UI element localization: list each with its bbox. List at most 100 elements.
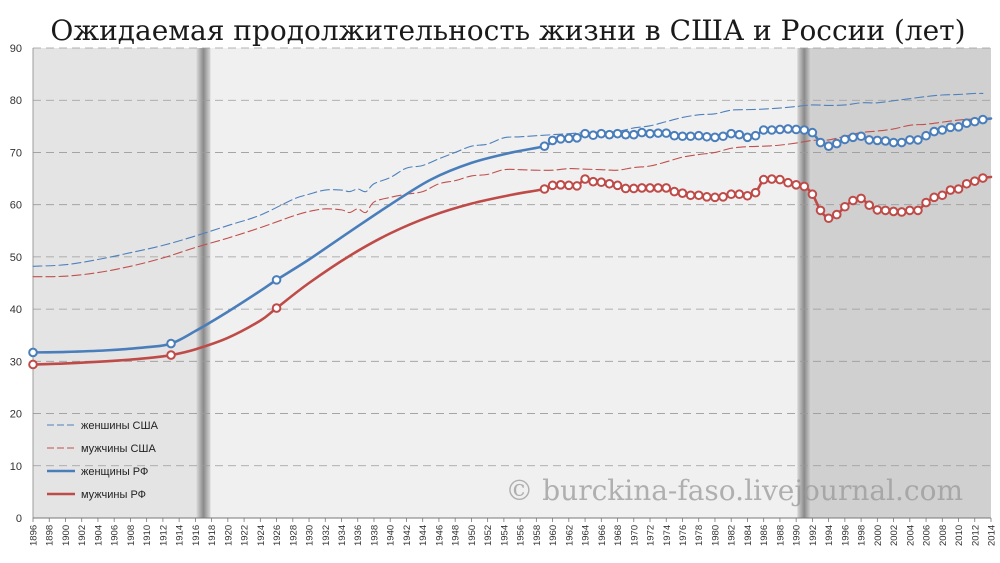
- series-2-point-1987: [766, 125, 777, 135]
- series-3-point-1989: [783, 177, 793, 188]
- series-2-point-2006: [921, 130, 931, 141]
- x-tick-label-1972: 1972: [646, 525, 657, 546]
- series-3-point-1991: [799, 181, 810, 192]
- series-2-point-2010: [953, 122, 964, 132]
- x-tick-label-1926: 1926: [272, 525, 283, 546]
- x-tick-label-2014: 2014: [987, 525, 998, 546]
- x-tick-label-2002: 2002: [889, 525, 900, 546]
- series-3-point-2006: [921, 197, 931, 208]
- x-tick-label-1998: 1998: [857, 525, 868, 546]
- series-2-point-1973: [653, 128, 663, 138]
- x-tick-label-1976: 1976: [678, 525, 689, 546]
- y-tick-label-80: 80: [10, 95, 22, 107]
- x-tick-label-1936: 1936: [353, 525, 364, 546]
- x-tick-label-1910: 1910: [142, 525, 153, 546]
- series-3-point-2009: [945, 185, 956, 195]
- series-2-point-2001: [880, 136, 891, 146]
- x-tick-label-1920: 1920: [223, 525, 234, 546]
- x-tick-label-1984: 1984: [743, 525, 754, 546]
- x-tick-label-1978: 1978: [694, 525, 705, 546]
- series-2-point-2011: [961, 118, 972, 128]
- series-3-point-1973: [653, 183, 663, 193]
- x-tick-label-1966: 1966: [597, 525, 608, 546]
- x-tick-label-1906: 1906: [110, 525, 121, 546]
- x-tick-label-1992: 1992: [808, 525, 819, 546]
- series-3-point-1984: [742, 190, 753, 201]
- series-3-point-1970: [628, 183, 639, 194]
- x-tick-label-1952: 1952: [483, 525, 494, 546]
- series-3-point-1975: [669, 186, 680, 197]
- series-2-point-1978: [693, 130, 704, 141]
- series-3-point-1965: [588, 176, 598, 187]
- x-tick-label-1916: 1916: [191, 525, 202, 546]
- series-2-point-1985: [750, 130, 761, 141]
- x-tick-label-1988: 1988: [775, 525, 786, 546]
- series-3-point-1977: [685, 190, 696, 201]
- x-tick-label-1918: 1918: [207, 525, 218, 546]
- series-2-point-1960: [547, 135, 558, 146]
- series-2-point-2000: [872, 135, 883, 146]
- x-tick-label-1914: 1914: [175, 525, 186, 546]
- series-2-point-1995: [831, 138, 842, 149]
- x-tick-label-1900: 1900: [61, 525, 72, 546]
- x-tick-label-1944: 1944: [418, 525, 429, 546]
- series-2-point-1984: [742, 132, 753, 143]
- series-2-point-1988: [775, 124, 785, 135]
- series-3-point-2012: [969, 176, 980, 186]
- y-tick-label-10: 10: [10, 461, 22, 473]
- watermark-text: © burckina-faso.livejournal.com: [505, 474, 963, 507]
- series-3-point-1974: [661, 183, 672, 193]
- series-3-point-2000: [872, 205, 883, 215]
- series-3-point-1993: [815, 205, 826, 216]
- series-markers: [28, 114, 988, 370]
- x-tick-label-1904: 1904: [93, 525, 104, 546]
- series-2-point-1990: [791, 124, 801, 135]
- x-tick-label-1968: 1968: [613, 525, 624, 546]
- period-band-1: [203, 48, 805, 518]
- series-2-point-1926: [271, 275, 282, 285]
- series-3-point-2011: [961, 178, 972, 189]
- period-separator-1: [797, 48, 812, 518]
- x-tick-label-1934: 1934: [337, 525, 348, 546]
- x-tick-label-2006: 2006: [922, 525, 933, 546]
- series-3-point-2007: [929, 192, 939, 203]
- period-bands: [33, 48, 991, 518]
- y-tick-label-90: 90: [10, 43, 22, 55]
- series-3-point-1998: [856, 193, 866, 204]
- y-tick-label-70: 70: [10, 147, 22, 159]
- x-tick-label-1898: 1898: [45, 525, 56, 546]
- series-2-point-1970: [628, 129, 639, 140]
- series-3-point-2002: [888, 206, 899, 217]
- legend: женшины США мужчины США женщины РФ мужчины …: [47, 420, 159, 501]
- x-tick-label-1902: 1902: [77, 525, 88, 546]
- x-tick-label-1990: 1990: [792, 525, 803, 546]
- series-2-point-1980: [710, 132, 720, 143]
- series-2-point-1962: [564, 133, 574, 144]
- y-tick-label-0: 0: [16, 513, 22, 525]
- series-2-point-1999: [864, 135, 875, 145]
- series-3-point-1926: [271, 303, 282, 313]
- series-3-point-1972: [645, 183, 655, 193]
- series-3-point-1961: [555, 180, 566, 190]
- series-3-point-1978: [693, 190, 704, 201]
- series-3-point-1994: [823, 213, 834, 224]
- legend-label-3: мужчины РФ: [81, 489, 146, 501]
- series-2-point-1989: [783, 124, 793, 134]
- series-2-point-1982: [726, 128, 737, 139]
- x-tick-label-1996: 1996: [840, 525, 851, 546]
- x-tick-label-1954: 1954: [499, 525, 510, 546]
- x-tick-label-1932: 1932: [321, 525, 332, 546]
- series-3-point-1996: [840, 201, 850, 212]
- series-2-point-2003: [896, 137, 907, 148]
- series-3-point-1990: [791, 180, 801, 190]
- series-3-point-1982: [726, 189, 737, 200]
- series-2-point-1965: [588, 130, 598, 141]
- series-3-point-1896: [28, 359, 38, 370]
- series-3-point-2004: [905, 205, 915, 216]
- series-2-point-1979: [702, 131, 712, 142]
- y-tick-label-30: 30: [10, 356, 22, 368]
- series-3-point-2013: [978, 173, 988, 183]
- series-2-point-1993: [815, 137, 826, 148]
- x-tick-label-1982: 1982: [727, 525, 738, 546]
